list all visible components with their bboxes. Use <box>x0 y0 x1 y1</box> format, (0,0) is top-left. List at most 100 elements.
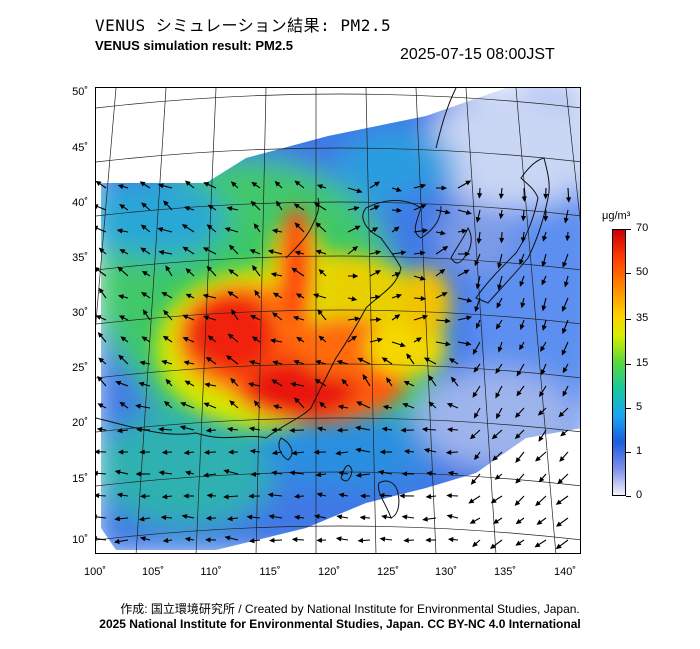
wind-arrowhead <box>555 499 562 505</box>
longitude-label: 100˚ <box>83 566 107 578</box>
wind-arrowhead <box>248 359 255 365</box>
wind-arrowhead <box>335 450 341 456</box>
wind-arrowhead <box>139 536 146 542</box>
wind-arrowhead <box>519 258 524 265</box>
wind-arrowhead <box>557 478 564 485</box>
wind-arrowhead <box>206 224 213 230</box>
graticule-line <box>135 88 167 553</box>
wind-arrowhead <box>206 265 213 272</box>
wind-arrowhead <box>422 314 429 320</box>
wind-arrowhead <box>271 450 278 456</box>
wind-arrowhead <box>496 302 502 309</box>
wind-arrowhead <box>227 333 234 340</box>
wind-arrowhead <box>351 335 358 341</box>
wind-arrowhead <box>338 492 345 498</box>
colorbar-tick-label: 70 <box>636 222 649 234</box>
wind-arrowhead <box>446 514 453 520</box>
wind-arrowhead <box>165 265 171 272</box>
wind-arrowhead <box>205 537 211 543</box>
wind-arrowhead <box>230 377 236 384</box>
wind-arrowhead <box>396 293 403 299</box>
wind-arrowhead <box>184 380 191 386</box>
graticule-line <box>365 88 377 553</box>
graticule-line <box>565 88 580 223</box>
wind-arrowhead <box>313 449 320 455</box>
wind-arrowhead <box>541 261 547 268</box>
wind-arrowhead <box>495 367 501 374</box>
wind-arrowhead <box>561 328 567 335</box>
wind-arrowhead <box>289 427 295 433</box>
wind-arrowhead <box>163 400 170 407</box>
wind-arrowhead <box>205 427 212 433</box>
colorbar-tick-label: 15 <box>636 357 649 369</box>
wind-arrowhead <box>270 272 277 278</box>
wind-arrowhead <box>141 291 148 298</box>
wind-arrowhead <box>96 204 99 210</box>
wind-arrowhead <box>183 493 189 499</box>
wind-arrowhead <box>96 225 99 231</box>
wind-arrowhead <box>375 270 382 276</box>
wind-arrowhead <box>182 337 189 342</box>
wind-arrowhead <box>421 426 428 433</box>
wind-arrowhead <box>183 360 190 366</box>
wind-arrowhead <box>516 370 522 377</box>
wind-arrow <box>96 205 107 211</box>
wind-arrowhead <box>489 543 496 549</box>
wind-arrowhead <box>470 478 477 485</box>
wind-arrow <box>96 227 107 233</box>
wind-arrowhead <box>477 192 483 199</box>
wind-arrowhead <box>519 344 525 351</box>
wind-arrowhead <box>163 309 169 316</box>
wind-arrowhead <box>336 514 343 520</box>
wind-arrowhead <box>534 542 541 548</box>
wind-arrowhead <box>117 449 124 455</box>
wind-arrowhead <box>393 226 400 232</box>
wind-arrowhead <box>468 498 475 504</box>
wind-arrowhead <box>442 245 449 252</box>
wind-arrowhead <box>515 457 521 464</box>
wind-arrowhead <box>180 401 187 407</box>
wind-arrowhead <box>495 413 501 420</box>
wind-arrowhead <box>536 519 543 525</box>
wind-arrowhead <box>251 181 258 188</box>
wind-arrowhead <box>135 403 141 409</box>
wind-arrowhead <box>375 317 382 323</box>
wind-arrowhead <box>373 205 380 211</box>
colorbar-tick-label: 50 <box>636 266 649 278</box>
graticule-line <box>96 255 580 271</box>
wind-arrowhead <box>97 331 104 338</box>
wind-arrowhead <box>227 426 233 432</box>
wind-arrowhead <box>202 247 209 253</box>
wind-arrowhead <box>267 492 274 498</box>
wind-arrowhead <box>138 516 145 522</box>
wind-arrowhead <box>444 209 451 215</box>
wind-arrowhead <box>267 249 274 255</box>
wind-arrowhead <box>98 357 105 364</box>
graticule-line <box>96 147 580 163</box>
wind-arrowhead <box>561 349 567 356</box>
wind-arrowhead <box>375 294 381 300</box>
wind-arrowhead <box>98 247 105 254</box>
wind-arrowhead <box>419 250 426 256</box>
wind-arrowhead <box>142 309 148 316</box>
wind-arrowhead <box>497 262 503 269</box>
timestamp: 2025-07-15 08:00JST <box>400 46 555 63</box>
wind-arrowhead <box>272 292 279 298</box>
wind-arrowhead <box>271 379 278 385</box>
wind-arrowhead <box>157 227 164 233</box>
credit-line-2: 2025 National Institute for Environmenta… <box>99 617 581 631</box>
wind-arrowhead <box>312 293 319 299</box>
wind-arrowhead <box>378 469 385 476</box>
wind-arrowhead <box>96 470 98 476</box>
wind-arrowhead <box>271 427 277 433</box>
wind-arrowhead <box>562 367 568 374</box>
wind-arrowhead <box>181 514 188 520</box>
wind-arrowhead <box>341 378 348 385</box>
wind-arrowhead <box>202 293 209 299</box>
wind-arrowhead <box>555 543 562 550</box>
wind-arrowhead <box>514 500 521 506</box>
wind-arrowhead <box>223 494 229 500</box>
wind-arrowhead <box>400 250 407 256</box>
wind-arrowhead <box>535 500 541 507</box>
latitude-label: 40˚ <box>72 197 88 209</box>
